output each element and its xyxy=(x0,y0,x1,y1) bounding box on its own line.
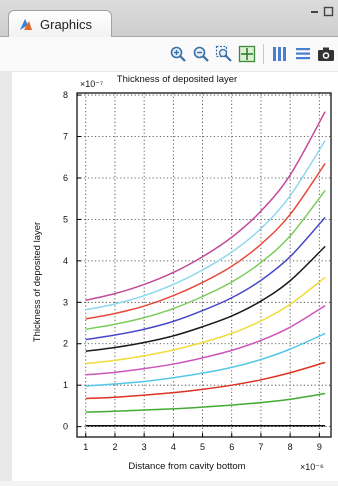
x-tick-label-4: 5 xyxy=(200,442,205,452)
x-tick-label-8: 9 xyxy=(317,442,322,452)
tab-graphics[interactable]: Graphics xyxy=(8,10,112,37)
x-tick-label-2: 3 xyxy=(142,442,147,452)
x-tick-label-5: 6 xyxy=(229,442,234,452)
x-tick-label-1: 2 xyxy=(112,442,117,452)
series-line-11 xyxy=(85,111,326,301)
y-multiplier-label: ×10⁻⁷ xyxy=(80,79,103,89)
tab-bar: Graphics xyxy=(0,0,338,37)
x-tick-label-3: 4 xyxy=(171,442,176,452)
y-tick-label-4: 4 xyxy=(63,256,68,266)
show-legend-icon[interactable] xyxy=(293,44,313,64)
x-tick-label-7: 8 xyxy=(288,442,293,452)
x-multiplier-label: ×10⁻⁶ xyxy=(300,462,324,472)
window-controls xyxy=(309,6,334,17)
series-line-9 xyxy=(85,163,326,320)
series-line-5 xyxy=(85,276,326,365)
series-lines xyxy=(85,111,326,427)
y-tick-label-8: 8 xyxy=(63,90,68,100)
plot-area: Thickness of deposited layer ×10⁻⁷ Thick… xyxy=(12,72,338,481)
y-axis-label: Thickness of deposited layer xyxy=(32,222,43,342)
x-axis-label: Distance from cavity bottom xyxy=(128,461,245,472)
series-line-2 xyxy=(85,361,326,400)
y-tick-label-2: 2 xyxy=(63,339,68,349)
series-line-1 xyxy=(85,392,326,413)
graphics-toolbar xyxy=(0,37,338,71)
y-tick-label-1: 1 xyxy=(63,380,68,390)
x-tick-label-6: 7 xyxy=(258,442,263,452)
series-line-3 xyxy=(85,332,326,387)
series-line-6 xyxy=(85,245,326,352)
y-tick-label-6: 6 xyxy=(63,173,68,183)
graphics-icon xyxy=(20,19,32,30)
series-line-10 xyxy=(85,140,326,311)
y-tick-label-3: 3 xyxy=(63,297,68,307)
chart-title: Thickness of deposited layer xyxy=(117,74,237,85)
x-tick-label-0: 1 xyxy=(83,442,88,452)
series-line-7 xyxy=(85,216,326,341)
zoom-out-icon[interactable] xyxy=(191,44,211,64)
zoom-extents-icon[interactable] xyxy=(237,44,257,64)
y-tick-label-0: 0 xyxy=(63,422,68,432)
thickness-chart: Thickness of deposited layer ×10⁻⁷ Thick… xyxy=(32,74,332,472)
toolbar-separator xyxy=(263,44,264,64)
plot-frame xyxy=(76,92,332,438)
zoom-in-icon[interactable] xyxy=(168,44,188,64)
y-tick-label-7: 7 xyxy=(63,132,68,142)
maximize-icon[interactable] xyxy=(323,6,334,17)
axis-ticks: 1 2 3 4 5 6 7 8 9 0 1 2 3 4 5 6 7 8 xyxy=(63,90,322,452)
series-line-8 xyxy=(85,189,326,330)
tab-label: Graphics xyxy=(40,16,93,32)
y-tick-label-5: 5 xyxy=(63,214,68,224)
show-grid-icon[interactable] xyxy=(270,44,290,64)
minimize-icon[interactable] xyxy=(309,6,320,17)
series-line-4 xyxy=(85,304,326,376)
zoom-box-icon[interactable] xyxy=(214,44,234,64)
grid-lines xyxy=(77,93,331,437)
camera-icon[interactable] xyxy=(316,44,336,64)
